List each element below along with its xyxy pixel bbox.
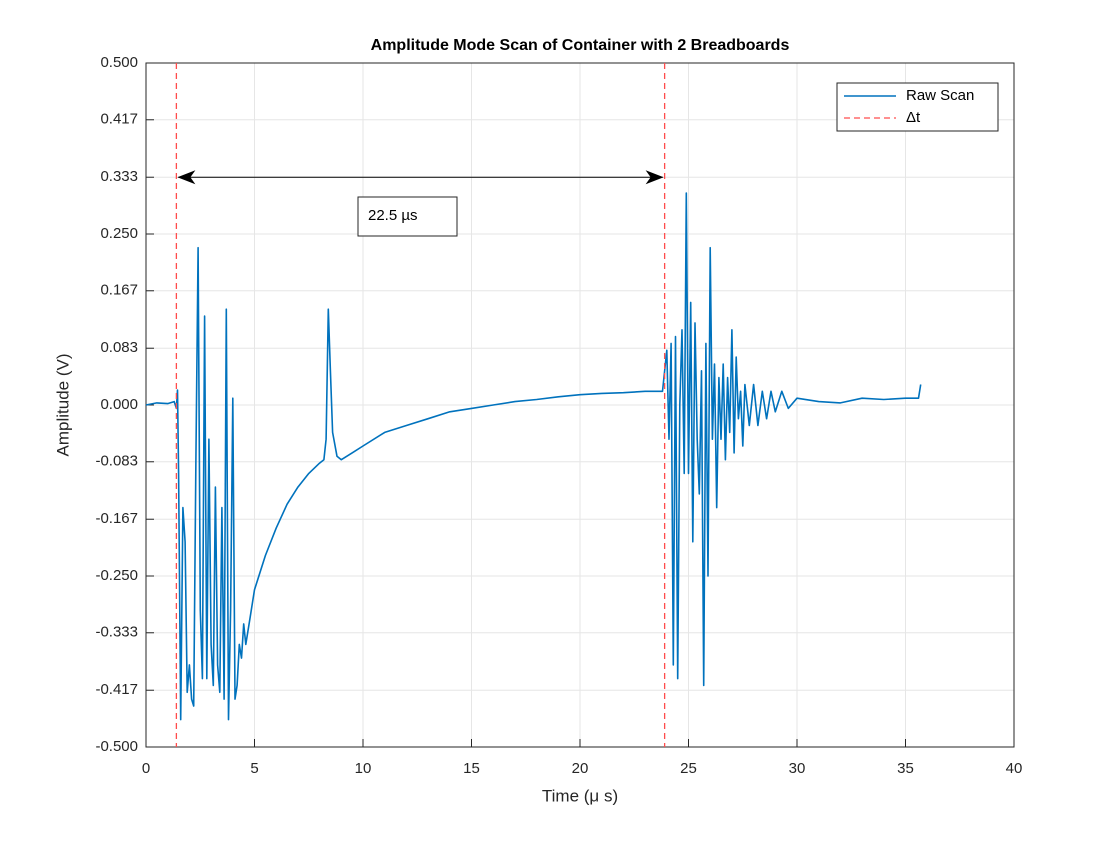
- data-line: [145, 192, 922, 721]
- y-tick-label: 0.000: [100, 396, 138, 413]
- annotation-box: [357, 196, 458, 237]
- x-axis-label: Time (μ s): [542, 786, 618, 805]
- x-tick-label: 25: [680, 760, 697, 777]
- y-tick-label: -0.167: [95, 510, 138, 527]
- x-tick-label: 0: [142, 760, 150, 777]
- x-tick-label: 30: [789, 760, 806, 777]
- y-tick-label: -0.250: [95, 567, 138, 584]
- y-tick-label: 0.333: [100, 168, 138, 185]
- y-tick-label: -0.417: [95, 681, 138, 698]
- y-tick-label: 0.417: [100, 111, 138, 128]
- x-tick-label: 10: [355, 760, 372, 777]
- legend-box: [836, 82, 999, 132]
- arrow-head: [177, 170, 196, 185]
- y-tick-label: 0.167: [100, 282, 138, 299]
- y-tick-label: 0.083: [100, 339, 138, 356]
- y-tick-label: 0.500: [100, 54, 138, 71]
- x-tick-label: 35: [897, 760, 914, 777]
- y-tick-label: -0.333: [95, 624, 138, 641]
- y-tick-label: -0.500: [95, 738, 138, 755]
- x-tick-label: 5: [250, 760, 258, 777]
- x-tick-label: 15: [463, 760, 480, 777]
- legend: Raw Scan Δt: [836, 82, 999, 132]
- y-tick-label: 0.250: [100, 225, 138, 242]
- y-tick-label: -0.083: [95, 453, 138, 470]
- legend-label: Δt: [906, 109, 921, 126]
- x-tick-label: 20: [572, 760, 589, 777]
- legend-label: Raw Scan: [906, 87, 974, 104]
- y-axis-label: Amplitude (V): [53, 354, 72, 457]
- arrow-head: [645, 170, 664, 185]
- chart-title: Amplitude Mode Scan of Container with 2 …: [371, 37, 790, 54]
- annotation-text: 22.5 µs: [368, 207, 418, 224]
- x-tick-label: 40: [1006, 760, 1023, 777]
